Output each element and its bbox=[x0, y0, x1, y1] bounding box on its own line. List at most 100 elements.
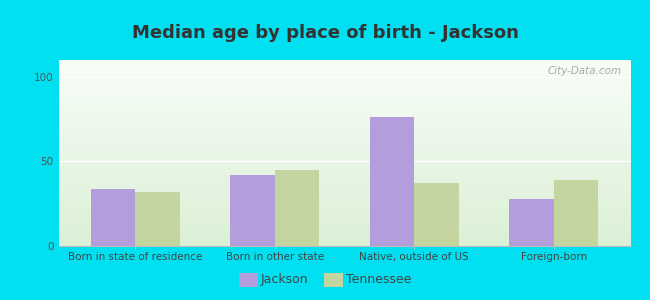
Bar bbox=[58, 0, 630, 75]
Bar bbox=[58, 0, 630, 138]
Bar bbox=[58, 0, 630, 183]
Bar bbox=[58, 36, 630, 222]
Bar bbox=[58, 32, 630, 218]
Bar bbox=[58, 0, 630, 170]
Bar bbox=[58, 0, 630, 108]
Bar bbox=[58, 0, 630, 140]
Bar bbox=[58, 25, 630, 211]
Bar bbox=[58, 17, 630, 203]
Legend: Jackson, Tennessee: Jackson, Tennessee bbox=[233, 268, 417, 291]
Bar bbox=[58, 0, 630, 153]
Bar bbox=[509, 199, 554, 246]
Bar bbox=[58, 60, 630, 246]
Bar bbox=[58, 0, 630, 164]
Bar bbox=[135, 192, 180, 246]
Bar bbox=[58, 0, 630, 119]
Bar bbox=[58, 0, 630, 142]
Bar bbox=[58, 26, 630, 212]
Bar bbox=[58, 0, 630, 122]
Bar bbox=[58, 0, 630, 175]
Bar bbox=[58, 0, 630, 177]
Bar bbox=[58, 0, 630, 101]
Bar bbox=[58, 56, 630, 242]
Bar bbox=[58, 0, 630, 118]
Bar bbox=[58, 0, 630, 64]
Bar bbox=[58, 23, 630, 209]
Bar bbox=[58, 0, 630, 116]
Bar bbox=[58, 0, 630, 160]
Bar bbox=[58, 40, 630, 226]
Bar bbox=[58, 21, 630, 207]
Bar bbox=[58, 28, 630, 214]
Bar bbox=[58, 54, 630, 240]
Bar bbox=[90, 188, 135, 246]
Bar bbox=[58, 6, 630, 192]
Bar bbox=[58, 1, 630, 187]
Bar bbox=[58, 0, 630, 77]
Bar bbox=[58, 30, 630, 216]
Bar bbox=[58, 0, 630, 112]
Bar bbox=[58, 41, 630, 227]
Bar bbox=[58, 0, 630, 131]
Bar bbox=[58, 0, 630, 157]
Bar bbox=[58, 0, 630, 103]
Bar bbox=[58, 2, 630, 188]
Bar bbox=[58, 0, 630, 90]
Bar bbox=[58, 0, 630, 168]
Bar bbox=[58, 43, 630, 229]
Bar bbox=[58, 0, 630, 166]
Bar bbox=[58, 0, 630, 134]
Bar bbox=[58, 0, 630, 147]
Bar bbox=[58, 0, 630, 84]
Bar bbox=[58, 0, 630, 106]
Bar bbox=[58, 0, 630, 159]
Bar bbox=[58, 0, 630, 162]
Bar bbox=[58, 49, 630, 235]
Bar bbox=[58, 15, 630, 201]
Bar bbox=[58, 0, 630, 94]
Bar bbox=[58, 0, 630, 73]
Bar bbox=[554, 180, 599, 246]
Bar bbox=[370, 118, 414, 246]
Bar bbox=[58, 34, 630, 220]
Bar bbox=[58, 0, 630, 88]
Bar bbox=[58, 0, 630, 146]
Bar bbox=[58, 45, 630, 231]
Bar bbox=[58, 0, 630, 114]
Bar bbox=[58, 0, 630, 95]
Bar bbox=[58, 0, 630, 151]
Bar bbox=[58, 0, 630, 110]
Bar bbox=[58, 0, 630, 133]
Bar bbox=[58, 38, 630, 224]
Bar bbox=[58, 51, 630, 237]
Bar bbox=[58, 14, 630, 200]
Bar bbox=[58, 0, 630, 68]
Bar bbox=[58, 0, 630, 136]
Bar bbox=[58, 52, 630, 239]
Bar bbox=[58, 8, 630, 194]
Bar bbox=[58, 0, 630, 149]
Bar bbox=[58, 0, 630, 173]
Bar bbox=[230, 175, 275, 246]
Bar bbox=[58, 0, 630, 71]
Bar bbox=[58, 19, 630, 205]
Bar bbox=[275, 170, 319, 246]
Bar bbox=[58, 0, 630, 144]
Bar bbox=[58, 10, 630, 196]
Bar bbox=[58, 12, 630, 198]
Text: City-Data.com: City-Data.com bbox=[548, 66, 622, 76]
Bar bbox=[58, 0, 630, 66]
Bar bbox=[58, 0, 630, 97]
Text: Median age by place of birth - Jackson: Median age by place of birth - Jackson bbox=[131, 24, 519, 42]
Bar bbox=[58, 47, 630, 233]
Bar bbox=[58, 0, 630, 179]
Bar bbox=[58, 0, 630, 80]
Bar bbox=[58, 0, 630, 123]
Bar bbox=[58, 0, 630, 125]
Bar bbox=[58, 0, 630, 82]
Bar bbox=[414, 183, 459, 246]
Bar bbox=[58, 0, 630, 155]
Bar bbox=[58, 0, 630, 105]
Bar bbox=[58, 4, 630, 190]
Bar bbox=[58, 0, 630, 172]
